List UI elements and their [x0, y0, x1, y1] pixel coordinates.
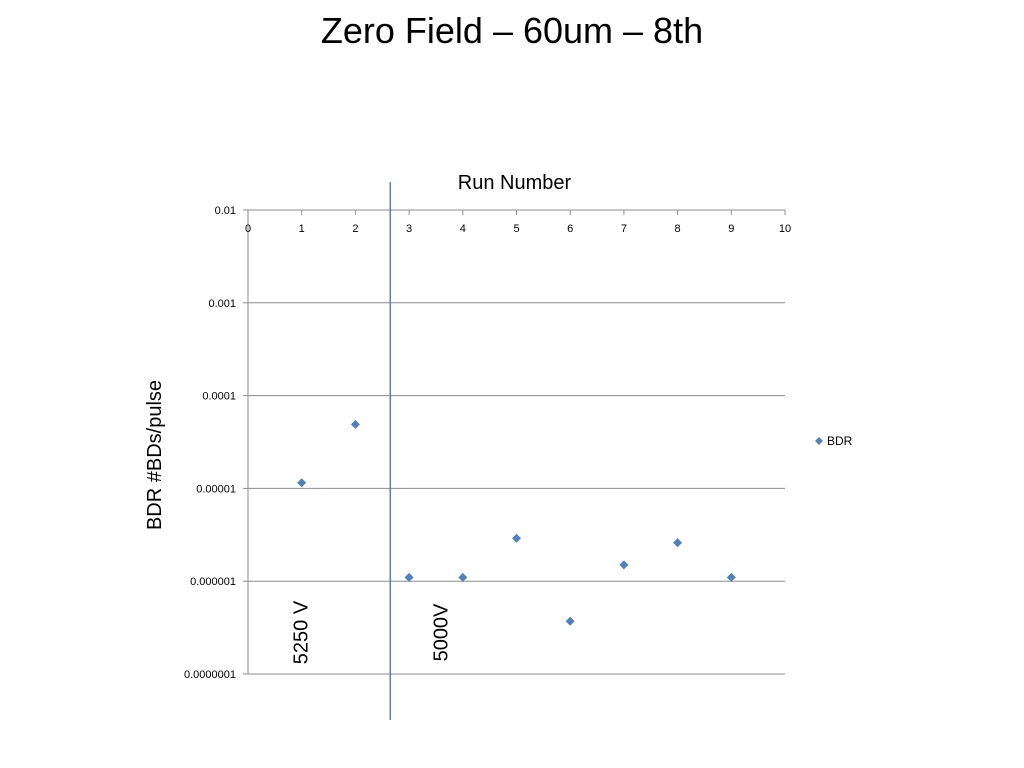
y-tick-label: 0.01 — [215, 205, 236, 217]
data-point — [458, 572, 468, 582]
x-tick-label: 0 — [245, 223, 251, 235]
axes — [243, 209, 786, 675]
data-points — [297, 419, 736, 626]
x-axis-title: Run Number — [458, 172, 572, 194]
x-tick-label: 6 — [567, 223, 573, 235]
data-point — [565, 616, 575, 626]
slide-title: Zero Field – 60um – 8th — [320, 10, 704, 51]
x-tick-label: 5 — [513, 223, 519, 235]
voltage-annotation: 5250 V — [291, 600, 313, 664]
y-axis-title: BDR #BDs/pulse — [144, 380, 166, 530]
x-tick-label: 10 — [779, 223, 791, 235]
y-tick-label: 0.0000001 — [184, 669, 236, 681]
x-tick-label: 3 — [406, 223, 412, 235]
data-point — [673, 538, 683, 548]
y-tick-label: 0.0001 — [202, 391, 236, 403]
data-point — [512, 533, 521, 543]
data-point — [350, 419, 360, 429]
x-tick-label: 8 — [675, 223, 681, 235]
voltage-annotation: 5000V — [430, 603, 452, 661]
data-point — [297, 478, 307, 488]
y-tick-label: 0.001 — [208, 298, 236, 310]
annotations: 5250 V 5000V — [291, 182, 452, 720]
grid-lines — [248, 209, 785, 675]
data-point — [726, 572, 736, 582]
y-tick-label: 0.00001 — [196, 483, 236, 495]
legend: BDR — [815, 434, 853, 448]
y-tick-label: 0.000001 — [190, 576, 236, 588]
x-tick-label: 2 — [352, 223, 358, 235]
x-tick-label: 1 — [299, 223, 305, 235]
x-tick-labels: 0 1 2 3 4 5 6 7 8 9 10 — [245, 223, 791, 235]
x-tick-label: 9 — [728, 223, 734, 235]
x-tick-label: 4 — [460, 223, 466, 235]
y-tick-labels: 0.01 0.001 0.0001 0.00001 0.000001 0.0000001 — [184, 205, 236, 681]
data-point — [404, 572, 414, 582]
data-point — [619, 560, 629, 570]
legend-marker-bdr — [815, 437, 823, 445]
x-tick-label: 7 — [621, 223, 627, 235]
legend-label-bdr: BDR — [827, 434, 853, 448]
